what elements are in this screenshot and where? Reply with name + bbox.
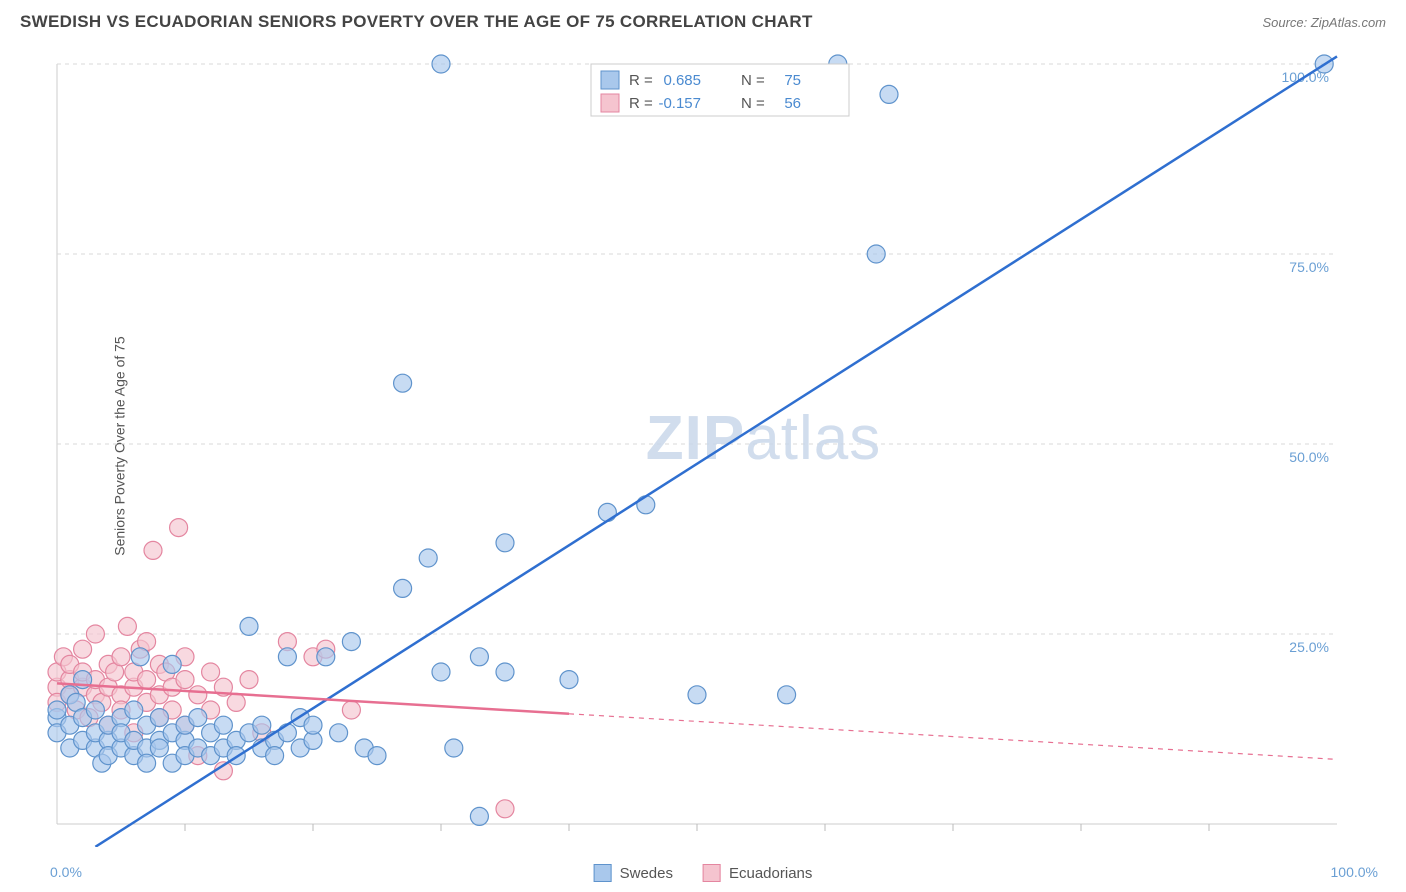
point-swede xyxy=(394,579,412,597)
watermark: ZIPatlas xyxy=(646,404,881,473)
stats-n-label-swedes: N = xyxy=(741,72,765,89)
stats-r-label-swedes: R = xyxy=(629,72,653,89)
point-swede xyxy=(125,701,143,719)
y-tick-label: 50.0% xyxy=(1289,449,1329,465)
regression-ecuadorians-dash xyxy=(569,714,1337,760)
chart-area: 25.0%50.0%75.0%100.0%ZIPatlasR =0.685N =… xyxy=(45,50,1386,847)
header: SWEDISH VS ECUADORIAN SENIORS POVERTY OV… xyxy=(0,0,1406,40)
stats-n-value-ecuadorians: 56 xyxy=(784,95,801,112)
point-swede xyxy=(432,663,450,681)
point-swede xyxy=(214,716,232,734)
point-swede xyxy=(432,55,450,73)
point-swede xyxy=(496,534,514,552)
point-ecuadorian xyxy=(144,541,162,559)
legend-label-swedes: Swedes xyxy=(620,865,673,882)
legend-label-ecuadorians: Ecuadorians xyxy=(729,865,812,882)
bottom-legend: Swedes Ecuadorians xyxy=(594,864,813,882)
point-swede xyxy=(867,245,885,263)
x-axis-min-label: 0.0% xyxy=(50,864,82,880)
point-swede xyxy=(496,663,514,681)
point-ecuadorian xyxy=(170,519,188,537)
point-ecuadorian xyxy=(74,640,92,658)
point-swede xyxy=(253,716,271,734)
point-swede xyxy=(86,701,104,719)
point-swede xyxy=(470,648,488,666)
point-ecuadorian xyxy=(202,663,220,681)
x-axis-max-label: 100.0% xyxy=(1331,864,1378,880)
point-ecuadorian xyxy=(227,693,245,711)
point-swede xyxy=(150,739,168,757)
point-swede xyxy=(163,655,181,673)
point-swede xyxy=(394,374,412,392)
point-swede xyxy=(317,648,335,666)
swatch-ecuadorians xyxy=(703,864,721,882)
stats-r-label-ecuadorians: R = xyxy=(629,95,653,112)
point-swede xyxy=(131,648,149,666)
point-swede xyxy=(150,709,168,727)
y-tick-label: 75.0% xyxy=(1289,259,1329,275)
point-swede xyxy=(278,648,296,666)
point-swede xyxy=(304,716,322,734)
y-tick-label: 25.0% xyxy=(1289,639,1329,655)
swatch-swedes xyxy=(594,864,612,882)
stats-r-value-swedes: 0.685 xyxy=(663,72,701,89)
legend-item-ecuadorians: Ecuadorians xyxy=(703,864,812,882)
point-swede xyxy=(266,747,284,765)
stats-n-label-ecuadorians: N = xyxy=(741,95,765,112)
point-swede xyxy=(342,633,360,651)
point-ecuadorian xyxy=(86,625,104,643)
point-swede xyxy=(445,739,463,757)
stats-swatch-ecuadorians xyxy=(601,94,619,112)
point-ecuadorian xyxy=(176,671,194,689)
regression-swedes xyxy=(95,56,1337,846)
scatter-plot: 25.0%50.0%75.0%100.0%ZIPatlasR =0.685N =… xyxy=(45,50,1386,847)
point-swede xyxy=(189,709,207,727)
point-swede xyxy=(470,807,488,825)
point-swede xyxy=(419,549,437,567)
point-swede xyxy=(48,701,66,719)
point-ecuadorian xyxy=(240,671,258,689)
point-swede xyxy=(560,671,578,689)
point-swede xyxy=(278,724,296,742)
point-swede xyxy=(637,496,655,514)
point-ecuadorian xyxy=(342,701,360,719)
stats-swatch-swedes xyxy=(601,71,619,89)
stats-r-value-ecuadorians: -0.157 xyxy=(658,95,701,112)
point-swede xyxy=(598,503,616,521)
point-ecuadorian xyxy=(496,800,514,818)
point-ecuadorian xyxy=(189,686,207,704)
point-ecuadorian xyxy=(112,648,130,666)
point-swede xyxy=(880,85,898,103)
chart-title: SWEDISH VS ECUADORIAN SENIORS POVERTY OV… xyxy=(20,12,813,32)
point-swede xyxy=(330,724,348,742)
stats-n-value-swedes: 75 xyxy=(784,72,801,89)
point-swede xyxy=(368,747,386,765)
point-swede xyxy=(138,754,156,772)
source-label: Source: ZipAtlas.com xyxy=(1262,15,1386,30)
point-swede xyxy=(240,617,258,635)
legend-item-swedes: Swedes xyxy=(594,864,673,882)
point-swede xyxy=(778,686,796,704)
point-swede xyxy=(688,686,706,704)
point-ecuadorian xyxy=(138,671,156,689)
point-ecuadorian xyxy=(118,617,136,635)
